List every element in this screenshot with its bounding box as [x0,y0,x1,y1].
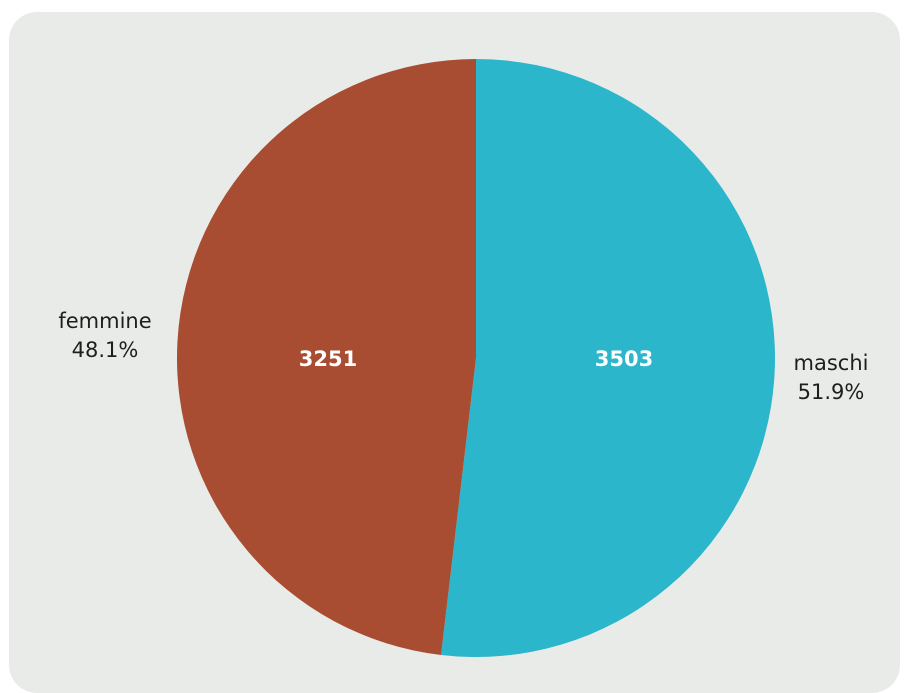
slice-value-label-maschi: 3503 [595,347,653,371]
pie-labels: 3503 maschi 51.9% 3251 femmine 48.1% [58,309,868,404]
slice-percent-label-maschi: 51.9% [798,380,865,404]
pie-slice-maschi [441,59,776,657]
pie-slice-femmine [177,59,476,655]
pie-slices [177,59,776,657]
slice-name-label-femmine: femmine [58,309,151,333]
slice-name-label-maschi: maschi [794,351,869,375]
slice-percent-label-femmine: 48.1% [72,338,139,362]
slice-value-label-femmine: 3251 [299,347,357,371]
